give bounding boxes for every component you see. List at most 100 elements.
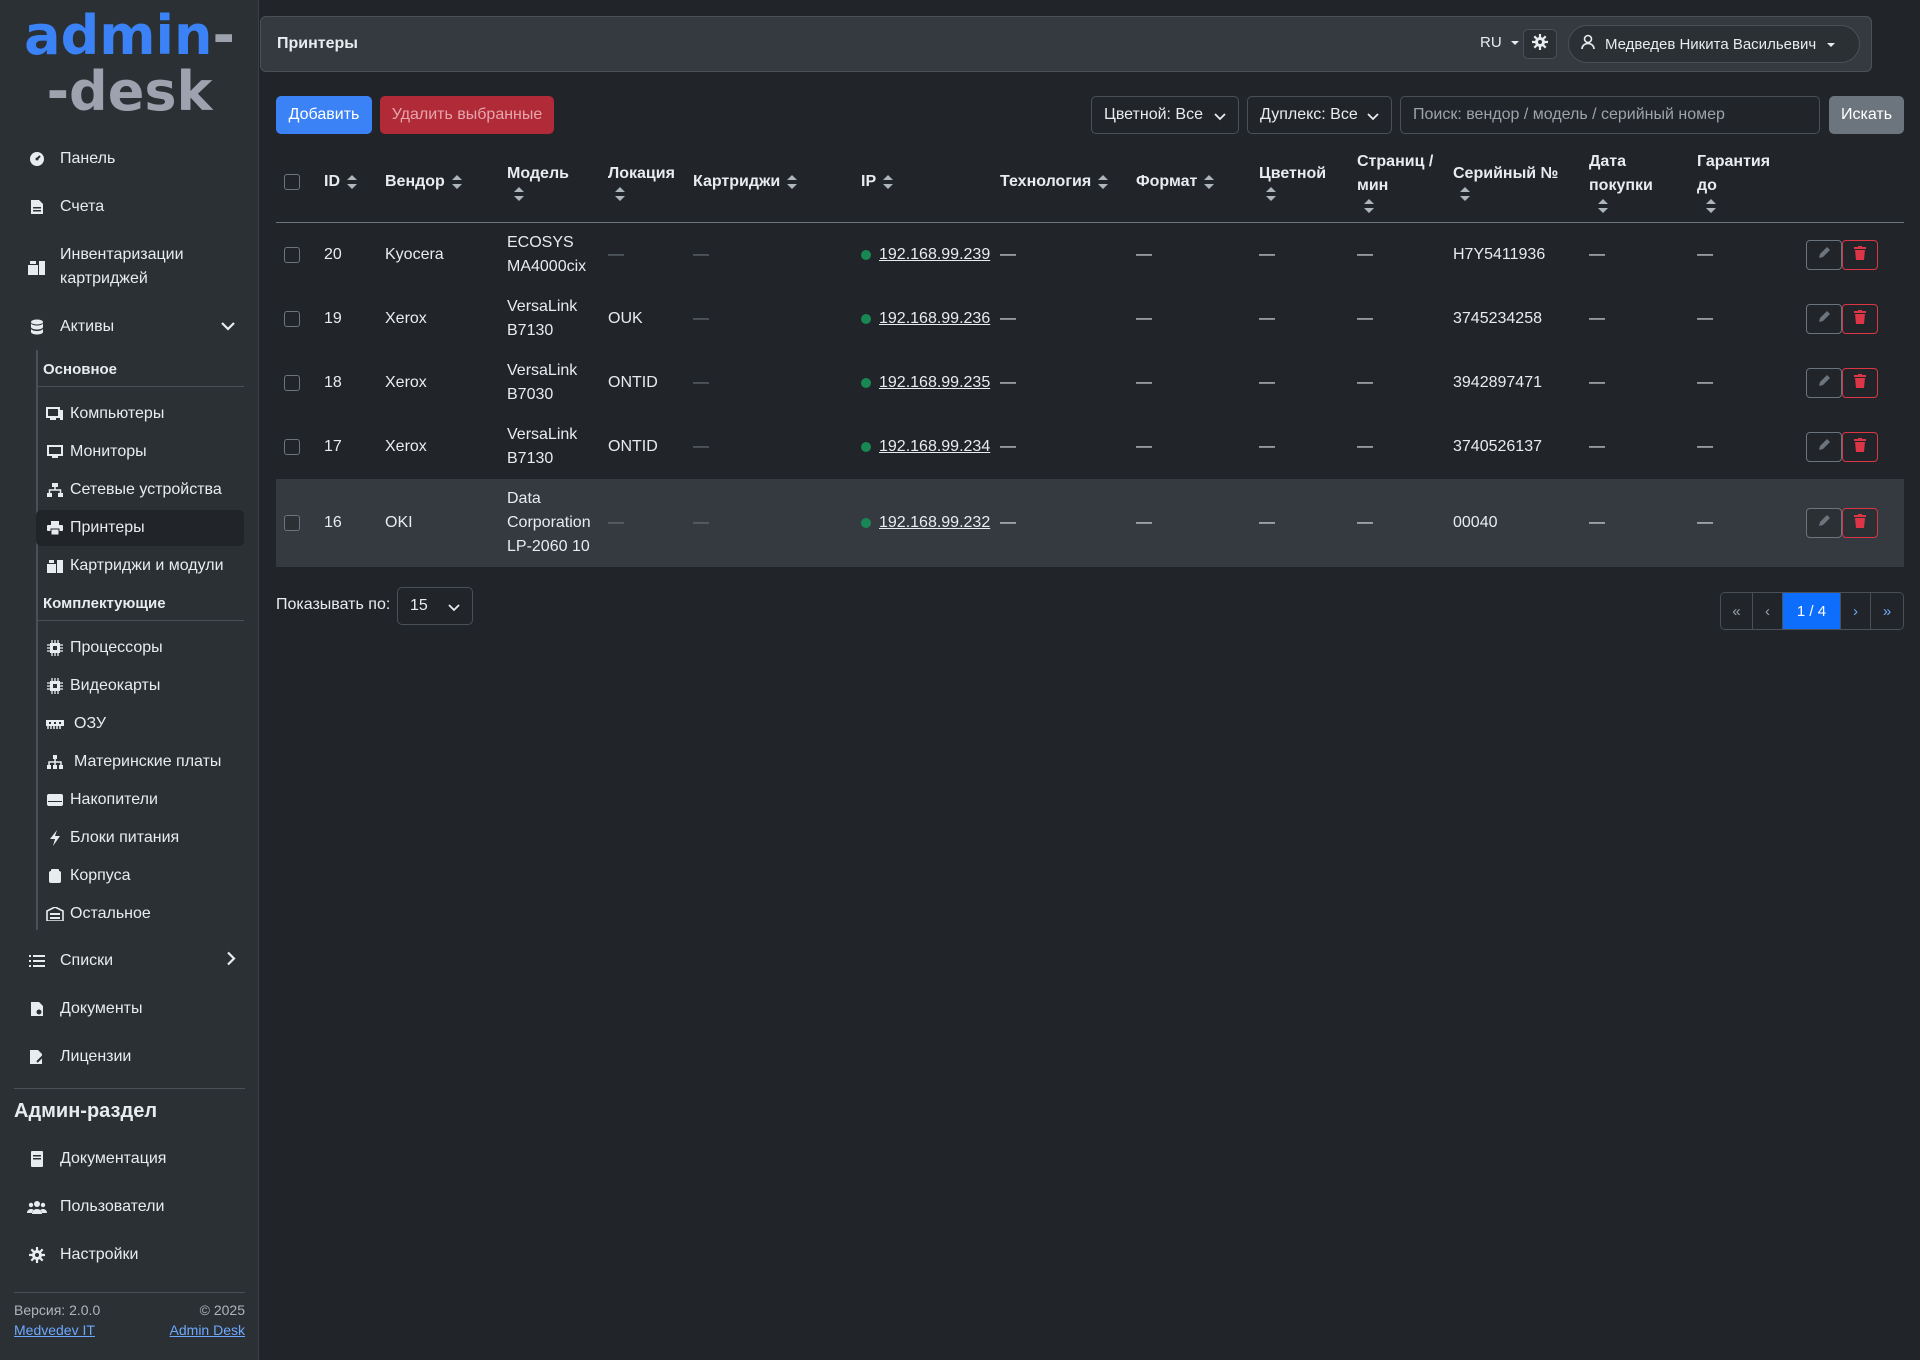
language-selector[interactable]: RU <box>1480 34 1520 51</box>
sidebar-item-documents[interactable]: Документы <box>14 996 246 1022</box>
edit-button[interactable] <box>1806 368 1842 398</box>
row-checkbox[interactable] <box>284 439 300 455</box>
page-last-button[interactable]: » <box>1871 593 1903 629</box>
col-header-label: Дата <box>1589 153 1627 170</box>
delete-button[interactable] <box>1842 304 1878 334</box>
col-header-cartridges[interactable]: Картриджи <box>693 170 798 194</box>
sidebar-item-cartridge-inventory[interactable]: Инвентаризации картриджей <box>14 242 246 292</box>
trash-icon <box>1854 437 1866 457</box>
sidebar-item-motherboards[interactable]: Материнские платы <box>36 744 244 780</box>
col-header-label: ID <box>324 173 340 190</box>
cell-vendor: Kyocera <box>385 246 444 263</box>
sidebar-item-label: Счета <box>60 198 105 215</box>
user-menu-button[interactable]: Медведев Никита Васильевич <box>1568 25 1860 63</box>
add-button[interactable]: Добавить <box>276 96 372 134</box>
cell-ip-link[interactable]: 192.168.99.234 <box>861 435 990 459</box>
col-header-color[interactable]: Цветной <box>1259 162 1326 202</box>
logo[interactable]: admin- -desk <box>0 8 259 120</box>
theme-toggle-button[interactable] <box>1523 29 1557 59</box>
submenu-heading-parts: Комплектующие <box>43 595 166 612</box>
cell-color: — <box>1259 438 1275 455</box>
sort-icon <box>1598 199 1608 213</box>
search-button[interactable]: Искать <box>1829 96 1904 134</box>
edit-button[interactable] <box>1806 304 1842 334</box>
sidebar-item-other[interactable]: Остальное <box>36 896 244 932</box>
select-all-checkbox[interactable] <box>284 174 300 190</box>
edit-button[interactable] <box>1806 240 1842 270</box>
sort-icon <box>1460 187 1470 201</box>
row-checkbox[interactable] <box>284 375 300 391</box>
ram-icon <box>46 715 64 733</box>
model-line: LP-2060 10 <box>507 538 590 555</box>
col-header-vendor[interactable]: Вендор <box>385 170 463 194</box>
duplex-filter-select[interactable]: Дуплекс: Все <box>1247 96 1392 134</box>
sidebar-item-invoices[interactable]: Счета <box>14 194 246 220</box>
sidebar-item-cases[interactable]: Корпуса <box>36 858 244 894</box>
ip-text: 192.168.99.232 <box>879 514 991 531</box>
col-header-ppm[interactable]: Страниц / мин <box>1357 150 1433 214</box>
page-first-button[interactable]: « <box>1721 593 1753 629</box>
sidebar-item-assets[interactable]: Активы <box>14 314 246 340</box>
sidebar-item-monitors[interactable]: Мониторы <box>36 434 244 470</box>
trash-icon <box>1854 513 1866 533</box>
cell-ip-link[interactable]: 192.168.99.235 <box>861 371 990 395</box>
cell-ip-link[interactable]: 192.168.99.239 <box>861 243 990 267</box>
col-header-warranty[interactable]: Гарантия до <box>1697 150 1770 214</box>
sidebar-item-settings[interactable]: Настройки <box>14 1242 246 1268</box>
col-header-model[interactable]: Модель <box>507 162 569 202</box>
sidebar-item-licenses[interactable]: Лицензии <box>14 1044 246 1070</box>
color-filter-select[interactable]: Цветной: Все <box>1091 96 1239 134</box>
sidebar-item-psu[interactable]: Блоки питания <box>36 820 244 856</box>
cell-ip-link[interactable]: 192.168.99.232 <box>861 511 990 535</box>
trash-icon <box>1854 373 1866 393</box>
sidebar-item-network[interactable]: Сетевые устройства <box>36 472 244 508</box>
per-page-select[interactable]: 15 <box>397 587 473 625</box>
sidebar-item-users[interactable]: Пользователи <box>14 1194 246 1220</box>
col-header-format[interactable]: Формат <box>1136 170 1215 194</box>
delete-button[interactable] <box>1842 240 1878 270</box>
sidebar-item-printers[interactable]: Принтеры <box>36 510 244 546</box>
page-current[interactable]: 1 / 4 <box>1783 593 1841 629</box>
sidebar-item-dashboard[interactable]: Панель <box>14 146 246 172</box>
delete-button[interactable] <box>1842 368 1878 398</box>
delete-selected-button[interactable]: Удалить выбранные <box>380 96 554 134</box>
cell-purchase: — <box>1589 438 1605 455</box>
page-next-button[interactable]: › <box>1841 593 1871 629</box>
delete-button[interactable] <box>1842 432 1878 462</box>
edit-button[interactable] <box>1806 508 1842 538</box>
model-line: VersaLink <box>507 362 578 379</box>
col-header-label: Формат <box>1136 173 1198 190</box>
edit-button[interactable] <box>1806 432 1842 462</box>
row-checkbox[interactable] <box>284 515 300 531</box>
col-header-label: Цветной <box>1259 165 1327 182</box>
product-link[interactable]: Admin Desk <box>169 1322 245 1338</box>
sidebar-item-lists[interactable]: Списки <box>14 948 246 974</box>
cell-color: — <box>1259 310 1275 327</box>
cell-ip-link[interactable]: 192.168.99.236 <box>861 307 990 331</box>
ip-text: 192.168.99.239 <box>879 246 991 263</box>
sidebar-item-drives[interactable]: Накопители <box>36 782 244 818</box>
sidebar-item-ram[interactable]: ОЗУ <box>36 706 244 742</box>
per-page-label: Показывать по: <box>276 596 391 613</box>
col-header-technology[interactable]: Технология <box>1000 170 1109 194</box>
page-prev-button[interactable]: ‹ <box>1753 593 1783 629</box>
row-checkbox[interactable] <box>284 247 300 263</box>
search-input[interactable]: Поиск: вендор / модель / серийный номер <box>1400 96 1820 134</box>
row-checkbox[interactable] <box>284 311 300 327</box>
col-header-purchase-date[interactable]: Дата покупки <box>1589 150 1653 214</box>
ip-text: 192.168.99.234 <box>879 438 991 455</box>
col-header-ip[interactable]: IP <box>861 170 894 194</box>
header: Принтеры RU Медведев Никита Васильевич <box>260 16 1872 72</box>
col-header-location[interactable]: Локация <box>608 162 675 202</box>
author-link[interactable]: Medvedev IT <box>14 1322 95 1338</box>
sidebar-item-gpus[interactable]: Видеокарты <box>36 668 244 704</box>
sidebar-item-documentation[interactable]: Документация <box>14 1146 246 1172</box>
sidebar-item-cpus[interactable]: Процессоры <box>36 630 244 666</box>
delete-button[interactable] <box>1842 508 1878 538</box>
col-header-serial[interactable]: Серийный № <box>1453 162 1558 202</box>
col-header-id[interactable]: ID <box>324 170 358 194</box>
database-icon <box>26 316 48 338</box>
inventory-icon <box>26 256 48 278</box>
sidebar-item-computers[interactable]: Компьютеры <box>36 396 244 432</box>
sidebar-item-cartridges[interactable]: Картриджи и модули <box>36 548 244 584</box>
